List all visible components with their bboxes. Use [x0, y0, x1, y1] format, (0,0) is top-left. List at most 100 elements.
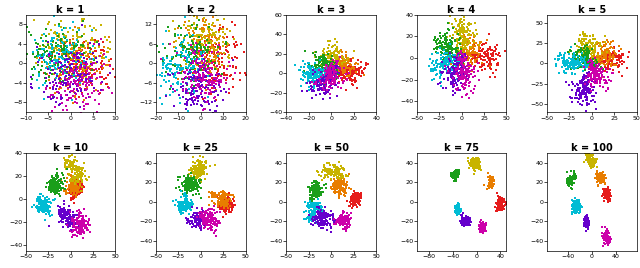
Point [216, 79, 226, 83]
Point [440, 57, 451, 61]
Point [585, 59, 595, 63]
Point [69, 195, 79, 199]
Point [201, 166, 211, 170]
Point [209, 207, 220, 212]
Point [325, 68, 335, 72]
Point [203, 50, 213, 55]
Point [335, 187, 345, 191]
Point [195, 74, 205, 78]
Point [179, 58, 189, 62]
Point [308, 203, 318, 207]
Point [191, 219, 201, 223]
Point [460, 220, 470, 224]
Point [582, 219, 593, 223]
Point [69, 73, 79, 77]
Point [588, 43, 598, 48]
Point [188, 32, 198, 37]
Point [195, 225, 205, 229]
Point [60, 70, 70, 75]
Point [454, 207, 464, 211]
Point [321, 77, 332, 81]
Point [190, 172, 200, 176]
Point [567, 176, 577, 180]
Point [325, 64, 335, 68]
Point [207, 81, 217, 85]
Point [582, 46, 592, 51]
Point [470, 157, 480, 162]
Point [333, 180, 344, 184]
Point [311, 74, 321, 78]
Point [584, 64, 595, 68]
Point [84, 71, 94, 75]
Point [312, 67, 323, 71]
Point [211, 87, 221, 92]
Point [553, 57, 563, 61]
Point [473, 161, 483, 165]
Point [584, 157, 594, 161]
Point [222, 204, 232, 208]
Point [471, 158, 481, 162]
Point [579, 59, 589, 64]
Point [483, 184, 493, 188]
Point [563, 180, 573, 184]
Point [339, 57, 349, 61]
Point [454, 23, 464, 28]
Point [616, 54, 626, 58]
Point [461, 221, 472, 225]
Point [333, 61, 343, 65]
Point [465, 217, 475, 221]
Point [224, 203, 234, 207]
Point [605, 58, 616, 62]
Point [438, 52, 449, 56]
Point [339, 192, 349, 197]
Point [316, 67, 326, 71]
Point [193, 168, 204, 172]
Point [84, 78, 94, 82]
Point [604, 235, 614, 240]
Point [340, 225, 350, 229]
Point [316, 217, 326, 222]
Point [343, 218, 353, 222]
Point [495, 205, 506, 209]
Point [589, 56, 600, 60]
Point [50, 196, 60, 201]
Point [472, 161, 483, 166]
Point [187, 47, 197, 52]
Point [200, 45, 211, 49]
Point [317, 73, 327, 78]
Point [476, 228, 486, 232]
Point [575, 80, 585, 84]
Point [568, 203, 578, 207]
Point [452, 206, 463, 210]
Point [79, 220, 89, 225]
Point [184, 206, 195, 211]
Point [45, 186, 55, 191]
Point [572, 206, 582, 210]
Point [69, 175, 79, 179]
Point [471, 53, 481, 57]
Point [51, 100, 61, 104]
Point [320, 173, 330, 177]
Point [470, 162, 481, 166]
Point [477, 228, 487, 233]
Point [584, 57, 594, 61]
Point [566, 178, 576, 182]
Point [440, 32, 450, 36]
Point [37, 209, 47, 214]
Point [56, 97, 67, 101]
Point [84, 223, 94, 228]
Point [307, 193, 317, 197]
Point [604, 237, 614, 241]
Point [476, 222, 486, 227]
Point [326, 230, 336, 234]
Point [62, 221, 72, 225]
Point [448, 78, 458, 83]
Point [598, 174, 608, 178]
Point [606, 194, 616, 199]
Point [58, 68, 68, 72]
Point [586, 58, 596, 62]
Point [197, 214, 207, 218]
Point [582, 61, 593, 65]
Point [67, 62, 77, 66]
Point [593, 61, 604, 65]
